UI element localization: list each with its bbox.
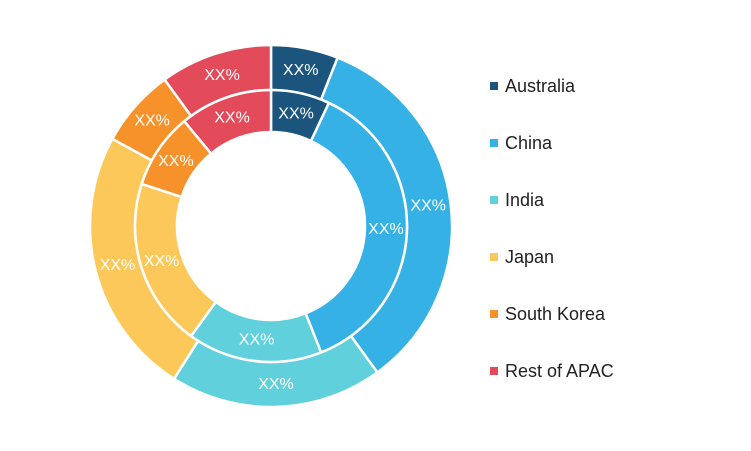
legend-swatch-south-korea	[490, 310, 498, 318]
legend-label-japan: Japan	[505, 247, 555, 267]
inner-label-australia: XX%	[278, 105, 314, 122]
legend-label-south-korea: South Korea	[505, 304, 606, 324]
inner-label-china: XX%	[368, 221, 404, 238]
legend-item-south-korea: South Korea	[490, 302, 614, 359]
legend-label-china: China	[505, 133, 553, 153]
inner-slice-rest-of-apac	[183, 88, 273, 155]
legend-item-china: China	[490, 131, 614, 188]
legend-item-japan: Japan	[490, 245, 614, 302]
legend-label-india: India	[505, 190, 545, 210]
outer-label-south-korea: XX%	[134, 113, 170, 130]
legend-label-australia: Australia	[505, 76, 576, 96]
inner-label-india: XX%	[239, 332, 275, 349]
outer-label-india: XX%	[258, 376, 294, 393]
legend-swatch-china	[490, 139, 498, 147]
legend-label-rest-of-apac: Rest of APAC	[505, 361, 614, 381]
outer-label-rest-of-apac: XX%	[204, 67, 240, 84]
legend-swatch-india	[490, 196, 498, 204]
inner-label-south-korea: XX%	[158, 153, 194, 170]
outer-label-japan: XX%	[100, 257, 136, 274]
legend-item-india: India	[490, 188, 614, 245]
chart-legend: Australia China India Japan South Korea …	[490, 74, 614, 416]
legend-swatch-australia	[490, 82, 498, 90]
inner-label-japan: XX%	[144, 253, 180, 270]
outer-label-china: XX%	[410, 198, 446, 215]
legend-swatch-rest-of-apac	[490, 367, 498, 375]
outer-label-australia: XX%	[283, 62, 319, 79]
legend-item-australia: Australia	[490, 74, 614, 131]
legend-swatch-japan	[490, 253, 498, 261]
inner-label-rest-of-apac: XX%	[214, 109, 250, 126]
inner-slice-china	[304, 101, 409, 354]
legend-item-rest-of-apac: Rest of APAC	[490, 359, 614, 416]
